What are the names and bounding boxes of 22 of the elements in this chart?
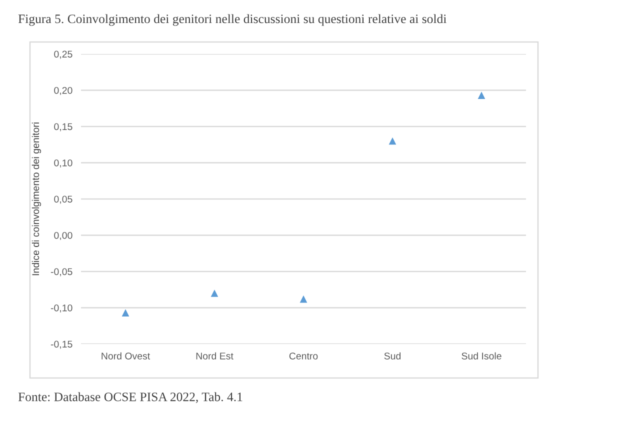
point <box>210 290 218 297</box>
source-note: Fonte: Database OCSE PISA 2022, Tab. 4.1 <box>18 392 242 404</box>
y-tick-label: 0,00 <box>54 232 72 240</box>
y-tick-label: 0,15 <box>54 123 72 132</box>
y-tick-label: -0,10 <box>50 304 72 313</box>
x-tick-label: Centro <box>289 352 318 360</box>
x-tick-label: Sud <box>384 352 401 360</box>
y-tick-label: -0,05 <box>50 268 72 276</box>
y-axis-title: Indice di coinvolgimento dei genitori <box>32 122 41 276</box>
x-tick-label: Nord Ovest <box>102 352 150 360</box>
x-tick-label: Nord Est <box>196 352 234 360</box>
x-tick-label: Sud Isole <box>462 352 502 360</box>
point <box>388 137 396 145</box>
point <box>478 92 486 99</box>
chart-title: Figura 5. Coinvolgimento dei genitori nelle discussioni su questioni relative ai soldi <box>18 14 446 26</box>
y-tick-label: 0,05 <box>54 196 72 204</box>
point <box>122 309 130 316</box>
y-tick-label: 0,25 <box>54 50 72 59</box>
y-tick-label: -0,15 <box>50 340 72 349</box>
point <box>300 295 308 303</box>
y-tick-label: 0,10 <box>54 159 72 168</box>
y-tick-label: 0,20 <box>54 86 72 96</box>
